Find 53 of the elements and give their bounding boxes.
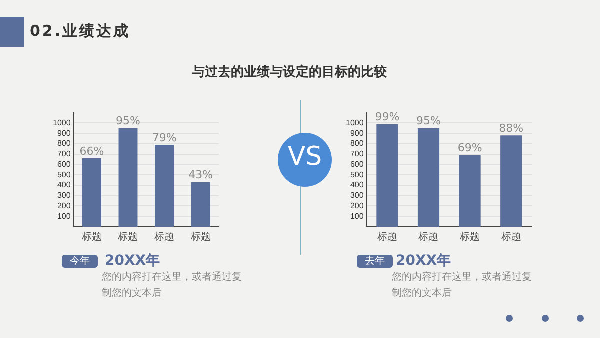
y-tick-label: 400 [57,180,72,190]
x-tick-label: 标题 [154,230,175,243]
text: 去年 [357,255,393,268]
annotation: 69% [458,142,482,155]
y-tick-label: 800 [350,139,364,148]
annotation: 43% [188,168,214,182]
bar [191,182,210,227]
y-tick-label: 200 [57,201,72,210]
bar [118,128,138,227]
bar [500,136,522,227]
text: 20XX年 [105,252,160,270]
y-tick-label: 500 [350,170,364,180]
y-tick-label: 100 [57,212,72,221]
y-tick-label: 900 [350,128,364,138]
annotation: 79% [152,131,177,144]
annotation: 95% [116,114,140,128]
y-tick-label: 600 [57,160,72,169]
y-tick-label: 800 [57,139,72,148]
y-tick-label: 700 [57,150,72,159]
y-tick-label: 300 [350,191,364,200]
bar [82,158,102,227]
text: 20XX年 [396,252,452,270]
bar [155,144,174,227]
x-tick-label: 标题 [500,230,522,243]
y-tick-label: 400 [350,180,364,190]
text: 与过去的业绩与设定的目标的比较 [192,64,387,81]
annotation: 88% [499,122,524,135]
y-tick-label: 300 [57,191,72,200]
text: 今年 [62,255,98,268]
y-tick-label: 1000 [53,118,72,128]
bar [418,128,440,227]
x-tick-label: 标题 [190,230,211,243]
x-tick-label: 标题 [459,230,480,243]
y-tick-label: 700 [350,150,364,159]
x-tick-label: 标题 [376,230,398,243]
bar [459,155,481,227]
annotation: 66% [80,144,104,158]
y-tick-label: 500 [57,170,72,180]
y-tick-label: 900 [57,128,72,138]
text: 您的内容打在这里，或者通过复制您的文本后 [102,270,242,301]
x-tick-label: 标题 [418,230,439,243]
x-tick-label: 标题 [80,230,102,243]
annotation: 99% [375,110,400,124]
text: 02.业绩达成 [30,22,131,41]
bar [376,124,398,227]
x-tick-label: 标题 [117,230,138,243]
y-tick-label: 200 [350,201,364,210]
text: VS [286,142,324,172]
y-tick-label: 1000 [346,118,364,128]
y-tick-label: 100 [350,212,364,221]
text: 您的内容打在这里，或者通过复制您的文本后 [392,270,532,301]
annotation: 95% [416,114,441,128]
y-tick-label: 600 [350,160,364,169]
